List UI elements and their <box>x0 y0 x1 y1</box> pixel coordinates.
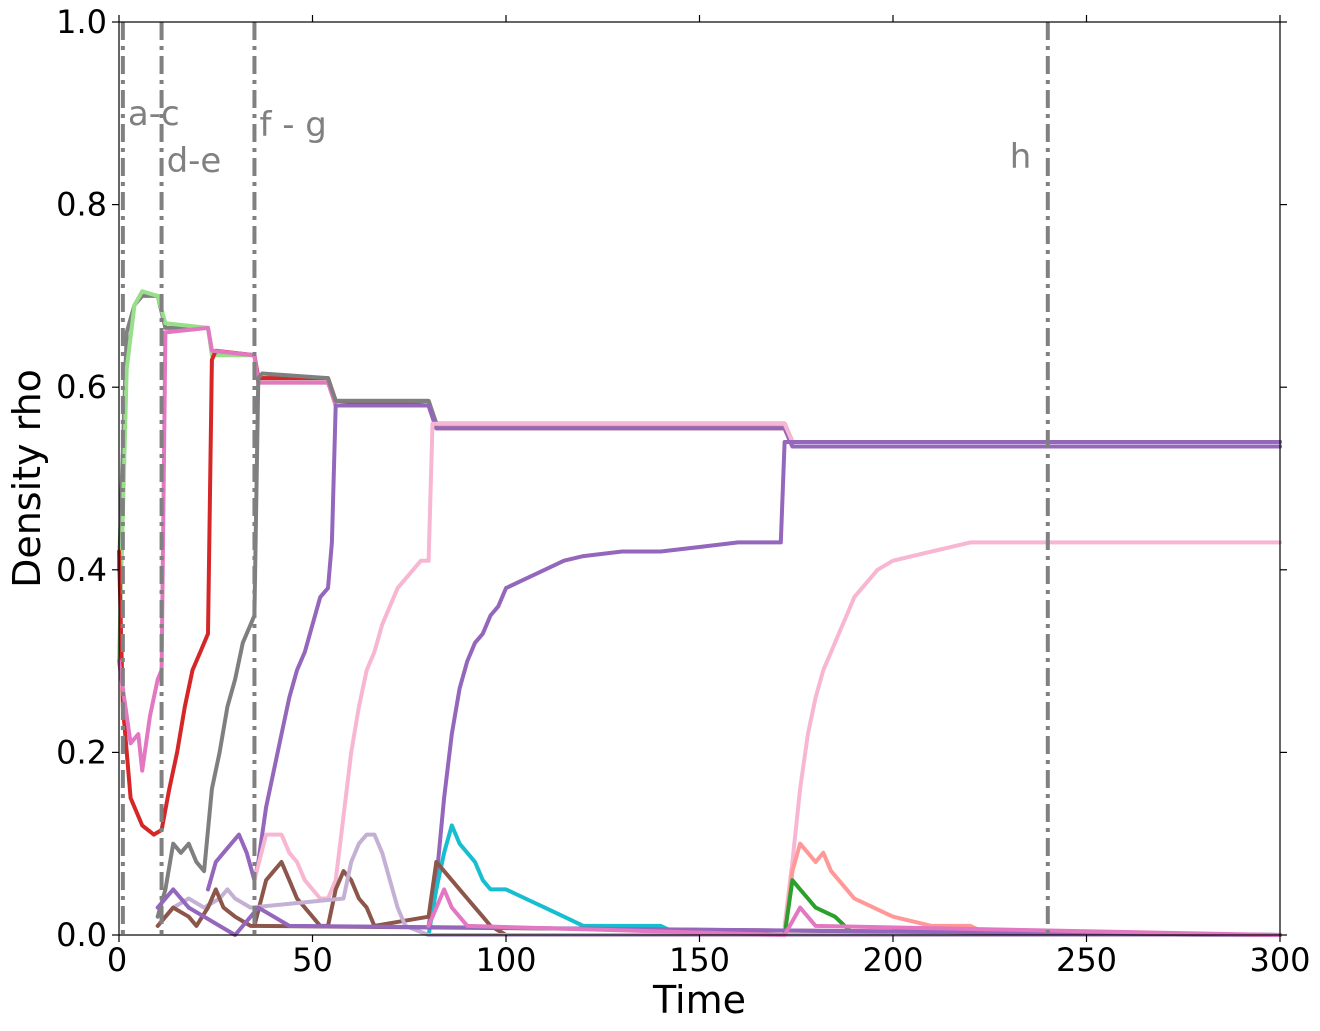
marker-layer: a-c d-e f - g h <box>120 22 1050 935</box>
series-line-1 <box>117 293 1282 572</box>
x-tick-label: 0 <box>107 941 127 979</box>
y-tick-label: 0.0 <box>56 916 107 954</box>
tick-layer: 0 50 100 150 200 250 300 0.0 0.2 0.4 0.6 0.8 1.0 <box>56 3 1310 979</box>
y-tick-label: 1.0 <box>56 3 107 41</box>
x-tick-label: 300 <box>1249 941 1310 979</box>
series-line-2 <box>117 289 1282 664</box>
y-axis-title: Density rho <box>5 369 49 588</box>
x-tick-label: 50 <box>292 941 333 979</box>
y-tick-label: 0.2 <box>56 733 107 771</box>
marker-label-2: d-e <box>167 141 222 181</box>
x-tick-label: 150 <box>669 941 730 979</box>
series-line-11 <box>782 841 1282 937</box>
series-line-10 <box>426 823 1282 937</box>
marker-label-3: f - g <box>259 105 326 145</box>
series-line-15 <box>155 887 1282 937</box>
x-tick-label: 100 <box>475 941 536 979</box>
x-axis-title: Time <box>652 978 746 1022</box>
marker-label-1: a-c <box>128 94 180 134</box>
series-layer <box>117 289 1282 937</box>
series-line-4 <box>117 325 1282 773</box>
series-line-5 <box>155 371 1282 919</box>
plot-frame <box>118 21 1281 936</box>
series-line-16 <box>155 887 1282 937</box>
y-tick-label: 0.8 <box>56 186 107 224</box>
series-line-17 <box>426 887 1282 937</box>
series-line-13 <box>252 860 1282 937</box>
y-tick-label: 0.4 <box>56 551 107 589</box>
series-line-7 <box>252 421 1282 901</box>
series-line-8 <box>426 440 1282 928</box>
y-tick-label: 0.6 <box>56 368 107 406</box>
series-line-9 <box>782 540 1282 928</box>
marker-label-4: h <box>1010 137 1032 177</box>
x-tick-label: 200 <box>862 941 923 979</box>
series-line-14 <box>163 832 1282 937</box>
series-line-6 <box>206 403 1282 892</box>
x-tick-label: 250 <box>1056 941 1117 979</box>
